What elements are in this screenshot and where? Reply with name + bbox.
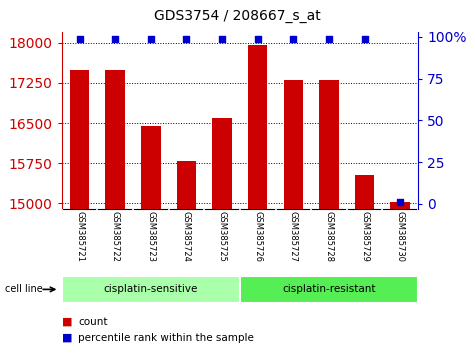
Text: percentile rank within the sample: percentile rank within the sample <box>78 333 254 343</box>
Point <box>76 36 84 41</box>
Text: GSM385728: GSM385728 <box>324 211 333 262</box>
Bar <box>284 80 303 354</box>
Text: ■: ■ <box>62 317 72 327</box>
Point <box>325 36 332 41</box>
Point <box>111 36 119 41</box>
Text: GSM385730: GSM385730 <box>396 211 405 262</box>
Bar <box>105 70 125 354</box>
Point <box>218 36 226 41</box>
Bar <box>390 202 410 354</box>
Text: GSM385726: GSM385726 <box>253 211 262 262</box>
Text: cisplatin-sensitive: cisplatin-sensitive <box>104 284 198 295</box>
Point <box>254 36 261 41</box>
Bar <box>70 70 89 354</box>
Text: GSM385725: GSM385725 <box>218 211 227 262</box>
Text: GDS3754 / 208667_s_at: GDS3754 / 208667_s_at <box>154 9 321 23</box>
Bar <box>62 276 240 303</box>
Bar <box>177 161 196 354</box>
Text: count: count <box>78 317 108 327</box>
Text: GSM385729: GSM385729 <box>360 211 369 262</box>
Bar <box>240 276 418 303</box>
Text: cell line: cell line <box>5 284 42 295</box>
Text: GSM385723: GSM385723 <box>146 211 155 262</box>
Text: GSM385724: GSM385724 <box>182 211 191 262</box>
Bar <box>355 175 374 354</box>
Point <box>289 36 297 41</box>
Text: ■: ■ <box>62 333 72 343</box>
Bar <box>319 80 339 354</box>
Point <box>182 36 190 41</box>
Bar <box>248 45 267 354</box>
Text: GSM385721: GSM385721 <box>75 211 84 262</box>
Point <box>396 199 404 205</box>
Text: GSM385722: GSM385722 <box>111 211 120 262</box>
Bar <box>141 126 161 354</box>
Point <box>147 36 155 41</box>
Text: cisplatin-resistant: cisplatin-resistant <box>282 284 376 295</box>
Point <box>361 36 369 41</box>
Bar <box>212 118 232 354</box>
Text: GSM385727: GSM385727 <box>289 211 298 262</box>
